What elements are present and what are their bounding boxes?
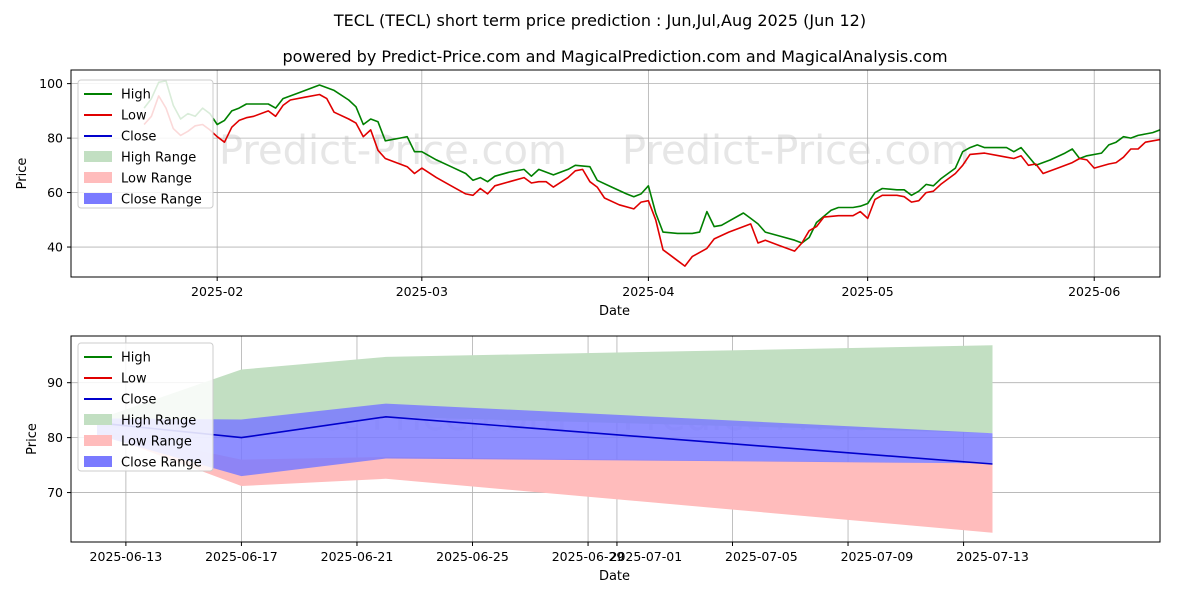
chart-subtitle: powered by Predict-Price.com and Magical… <box>282 47 947 66</box>
legend: High Low Close High Range Low Range Close Ran… <box>77 79 214 209</box>
y-axis-label: Price <box>25 423 40 455</box>
legend-low-range-label: Low Range <box>121 435 192 450</box>
low-range-band <box>1182 134 1200 185</box>
high-series-line <box>143 80 1160 244</box>
low-series-line <box>143 93 1160 267</box>
watermark-text: Predict-Price.com <box>219 277 567 323</box>
y-tick-label: 90 <box>47 375 63 390</box>
legend-close-label: Close <box>121 393 156 408</box>
x-tick-label: 2025-07-09 <box>841 549 914 564</box>
legend-low-range-swatch <box>84 172 112 183</box>
overview-panel: Predict-Price.com Predict-Price.com Predic… <box>15 69 1200 323</box>
legend-close-range-label: Close Range <box>121 456 202 471</box>
chart-title: TECL (TECL) short term price prediction … <box>333 11 866 30</box>
legend-high-range-label: High Range <box>121 414 196 429</box>
x-tick-label: 2025-07-01 <box>610 549 683 564</box>
legend-low-label: Low <box>121 372 147 387</box>
x-tick-label: 2025-05 <box>842 284 894 299</box>
x-axis-label: Date <box>599 304 630 319</box>
legend-high-label: High <box>121 88 151 103</box>
x-tick-label: 2025-06-21 <box>321 549 394 564</box>
x-tick-label: 2025-06-13 <box>90 549 163 564</box>
y-tick-label: 80 <box>47 430 63 445</box>
axes-frame <box>70 335 1161 543</box>
y-tick-label: 70 <box>47 485 63 500</box>
legend-close-label: Close <box>121 130 156 145</box>
y-tick-label: 40 <box>47 240 63 255</box>
legend-high-label: High <box>121 351 151 366</box>
legend-close-range-label: Close Range <box>121 193 202 208</box>
axes-frame <box>70 69 1161 278</box>
legend-high-range-swatch <box>84 414 112 425</box>
x-tick-label: 2025-07-05 <box>725 549 798 564</box>
forecast-panel: Predict-Price.comPredict-Price.comPredic… <box>25 335 1161 584</box>
watermark-text: Predict-Price.com <box>622 128 970 174</box>
legend: High Low Close High Range Low Range Close Ran… <box>77 342 214 472</box>
legend-low-label: Low <box>121 109 147 124</box>
x-tick-label: 2025-06-17 <box>205 549 278 564</box>
close-range-band <box>97 403 993 477</box>
legend-low-range-label: Low Range <box>121 172 192 187</box>
close-range-band <box>1182 121 1200 157</box>
x-tick-label: 2025-06-29 <box>552 549 625 564</box>
legend-high-range-label: High Range <box>121 151 196 166</box>
legend-high-range-swatch <box>84 151 112 162</box>
x-tick-label: 2025-03 <box>396 284 448 299</box>
close-series-line <box>1197 128 1200 151</box>
y-axis-label: Price <box>15 158 30 190</box>
legend-close-range-swatch <box>84 193 112 204</box>
x-tick-label: 2025-06 <box>1068 284 1120 299</box>
x-tick-label: 2025-07-13 <box>956 549 1029 564</box>
y-tick-label: 60 <box>47 185 63 200</box>
x-tick-label: 2025-04 <box>622 284 674 299</box>
high-range-band <box>1182 92 1200 138</box>
x-tick-label: 2025-06-25 <box>436 549 509 564</box>
legend-low-range-swatch <box>84 435 112 446</box>
watermark-text: Predict-Price.com <box>219 128 567 174</box>
y-tick-label: 100 <box>39 76 63 91</box>
x-axis-label: Date <box>599 569 630 584</box>
y-tick-label: 80 <box>47 131 63 146</box>
low-range-band <box>97 429 993 533</box>
x-tick-label: 2025-02 <box>191 284 243 299</box>
legend-close-range-swatch <box>84 456 112 467</box>
